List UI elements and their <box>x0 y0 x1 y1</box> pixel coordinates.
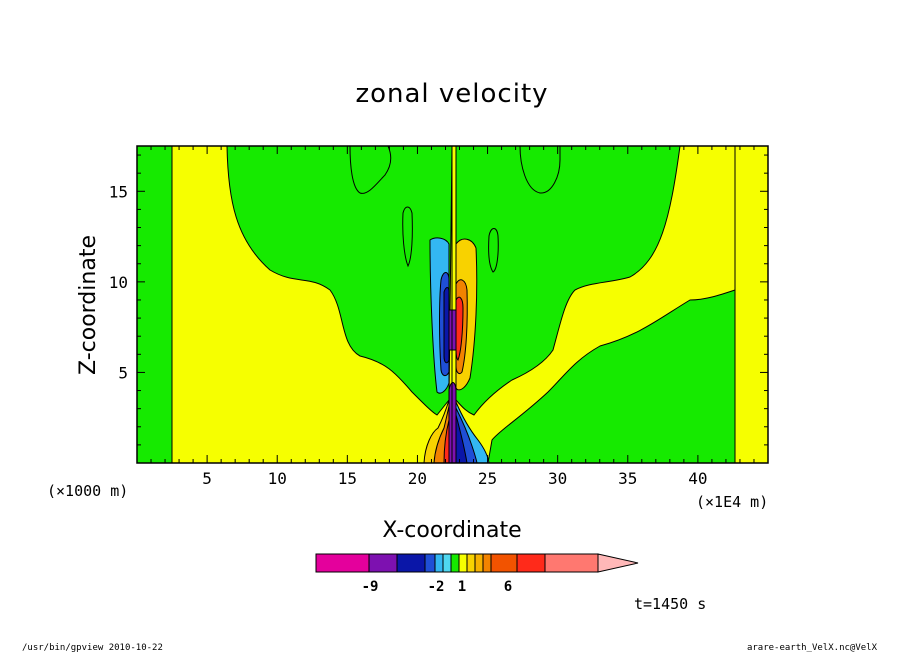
colorbar-swatch <box>434 553 444 573</box>
colorbar-swatch <box>516 553 546 573</box>
x-axis: 5 10 15 20 25 30 35 40 <box>150 146 755 488</box>
region-yellow-right <box>734 146 768 463</box>
colorbar: -9 -2 1 6 <box>315 553 639 595</box>
colorbar-swatch <box>368 553 398 573</box>
colorbar-swatch <box>442 553 452 573</box>
colorbar-label: 1 <box>458 579 466 595</box>
region-bottom-navy <box>455 414 468 463</box>
plot-area <box>136 145 769 464</box>
y-axis: 5 10 15 <box>109 154 768 446</box>
region-green-lower <box>487 289 736 463</box>
x-unit-right: (×1E4 m) <box>696 493 768 511</box>
colorbar-swatch <box>396 553 426 573</box>
region-navy <box>443 287 450 364</box>
region-red <box>455 296 464 361</box>
x-tick-label: 40 <box>688 469 707 488</box>
colorbar-label: 6 <box>504 579 512 595</box>
x-tick-label: 20 <box>408 469 427 488</box>
time-label: t=1450 s <box>634 595 706 613</box>
chart-title: zonal velocity <box>355 79 548 109</box>
x-tick-label: 5 <box>202 469 212 488</box>
colorbar-label: -9 <box>362 579 379 595</box>
y-tick-label: 10 <box>109 273 128 292</box>
y-tick-label: 5 <box>118 363 128 382</box>
x-axis-label: X-coordinate <box>382 518 521 543</box>
x-tick-label: 15 <box>338 469 357 488</box>
colorbar-label: -2 <box>428 579 445 595</box>
region-green-streak-2 <box>488 228 499 273</box>
plot-frame <box>136 145 769 464</box>
colorbar-arrow <box>597 553 639 573</box>
colorbar-swatch <box>474 553 484 573</box>
colorbar-swatch <box>450 553 460 573</box>
y-tick-label: 15 <box>109 182 128 201</box>
x-tick-label: 30 <box>548 469 567 488</box>
colorbar-swatch <box>424 553 436 573</box>
region-green-blob-2 <box>519 146 561 194</box>
colorbar-swatch <box>544 553 599 573</box>
footer-left: /usr/bin/gpview 2010-10-22 <box>22 643 163 653</box>
y-axis-label: Z-coordinate <box>76 235 101 375</box>
colorbar-swatch <box>466 553 476 573</box>
x-tick-label: 35 <box>618 469 637 488</box>
region-green-blob-1 <box>349 146 392 194</box>
colorbar-swatch <box>458 553 468 573</box>
x-tick-label: 10 <box>268 469 287 488</box>
x-unit-left: (×1000 m) <box>47 482 128 500</box>
x-tick-label: 25 <box>478 469 497 488</box>
colorbar-swatch <box>490 553 518 573</box>
region-green-streak-1 <box>402 206 413 268</box>
colorbar-swatch <box>482 553 492 573</box>
colorbar-swatch <box>315 553 370 573</box>
footer-right: arare-earth_VelX.nc@VelX <box>747 643 878 653</box>
